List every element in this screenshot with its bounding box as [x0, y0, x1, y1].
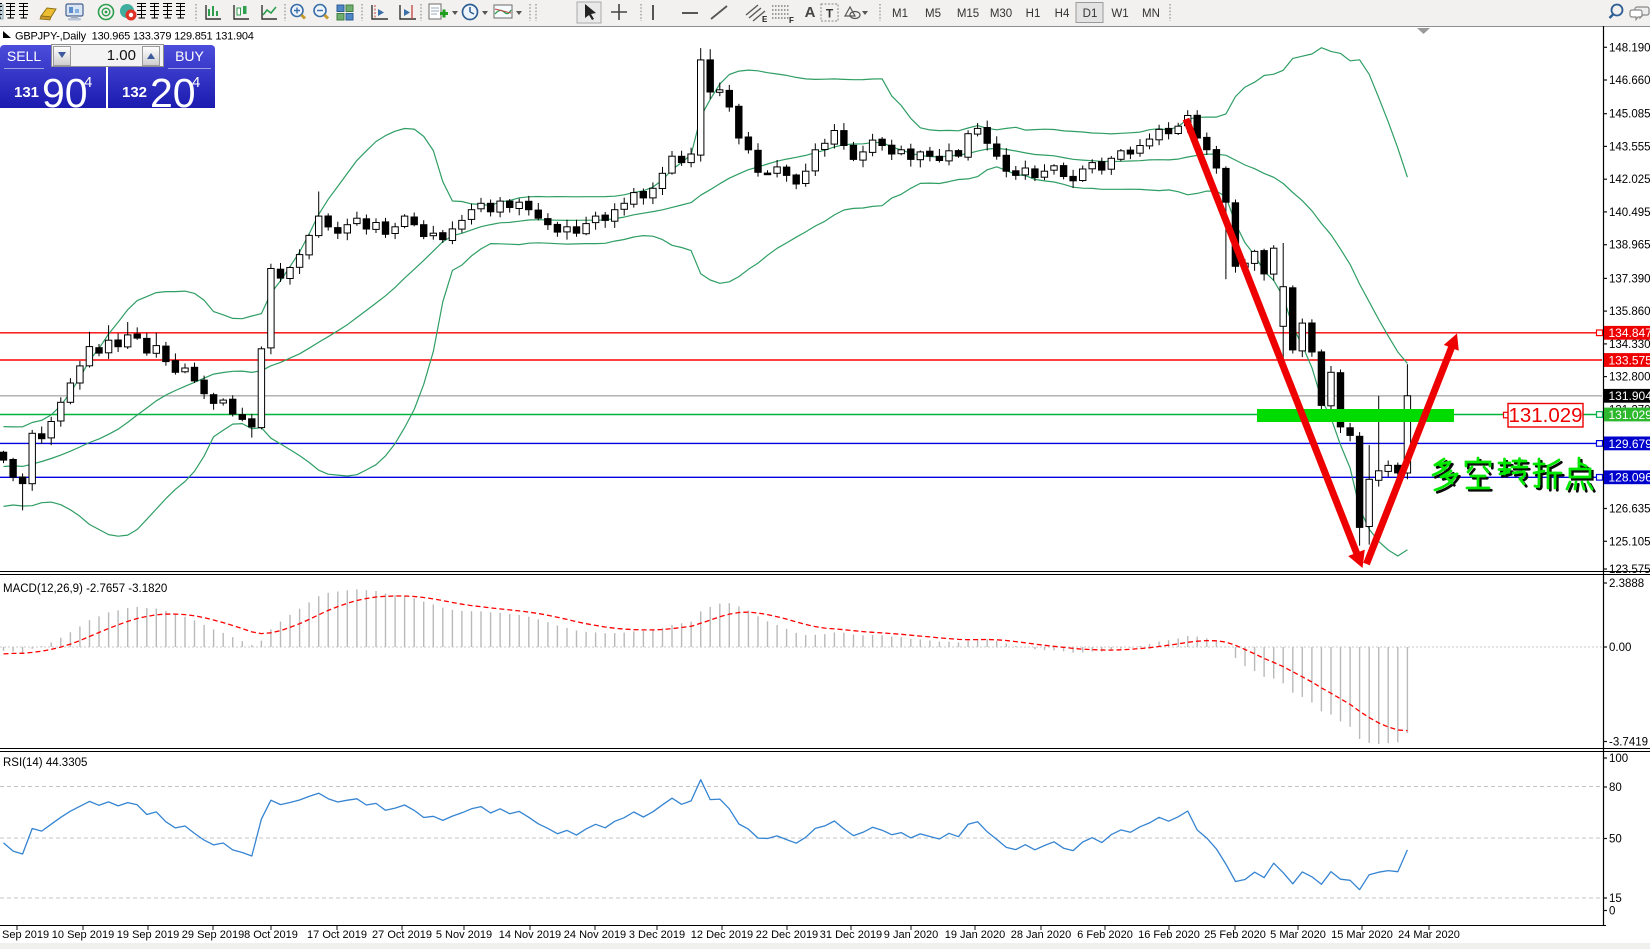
svg-text:24 Mar 2020: 24 Mar 2020 — [1398, 929, 1460, 941]
svg-text:143.555: 143.555 — [1609, 141, 1650, 153]
svg-text:125.105: 125.105 — [1609, 536, 1650, 548]
svg-text:27 Oct 2019: 27 Oct 2019 — [372, 929, 432, 941]
svg-text:17 Oct 2019: 17 Oct 2019 — [307, 929, 367, 941]
svg-text:-3.7419: -3.7419 — [1609, 737, 1648, 749]
svg-text:19 Jan 2020: 19 Jan 2020 — [945, 929, 1006, 941]
svg-text:135.860: 135.860 — [1609, 306, 1650, 318]
svg-text:M15: M15 — [957, 8, 979, 20]
svg-text:RSI(14) 44.3305: RSI(14) 44.3305 — [3, 757, 87, 769]
svg-text:16 Feb 2020: 16 Feb 2020 — [1138, 929, 1200, 941]
svg-text:25 Feb 2020: 25 Feb 2020 — [1204, 929, 1266, 941]
svg-text:Sep 2019: Sep 2019 — [2, 929, 49, 941]
svg-text:M30: M30 — [990, 8, 1012, 20]
svg-text:12 Dec 2019: 12 Dec 2019 — [691, 929, 753, 941]
svg-text:9 Jan 2020: 9 Jan 2020 — [884, 929, 938, 941]
svg-text:W1: W1 — [1111, 8, 1128, 20]
svg-text:126.635: 126.635 — [1609, 504, 1650, 516]
svg-text:132.800: 132.800 — [1609, 372, 1650, 384]
svg-text:24 Nov 2019: 24 Nov 2019 — [564, 929, 626, 941]
svg-text:15 Mar 2020: 15 Mar 2020 — [1331, 929, 1393, 941]
svg-text:5 Mar 2020: 5 Mar 2020 — [1270, 929, 1326, 941]
svg-text:29 Sep 2019: 29 Sep 2019 — [182, 929, 244, 941]
svg-text:50: 50 — [1609, 834, 1622, 846]
svg-text:131.029: 131.029 — [1508, 404, 1582, 427]
svg-text:80: 80 — [1609, 782, 1622, 794]
svg-text:10 Sep 2019: 10 Sep 2019 — [52, 929, 114, 941]
svg-text:140.495: 140.495 — [1609, 207, 1650, 219]
svg-text:A: A — [805, 4, 816, 21]
svg-text:H4: H4 — [1055, 8, 1070, 20]
svg-text:0.00: 0.00 — [1609, 642, 1631, 654]
svg-text:M5: M5 — [925, 8, 941, 20]
svg-text:137.390: 137.390 — [1609, 273, 1650, 285]
svg-text:E: E — [762, 15, 768, 24]
svg-text:131.029: 131.029 — [1609, 408, 1650, 422]
svg-text:D1: D1 — [1083, 8, 1098, 20]
svg-text:22 Dec 2019: 22 Dec 2019 — [756, 929, 818, 941]
svg-text:19 Sep 2019: 19 Sep 2019 — [117, 929, 179, 941]
svg-text:3 Dec 2019: 3 Dec 2019 — [629, 929, 685, 941]
svg-text:14 Nov 2019: 14 Nov 2019 — [499, 929, 561, 941]
svg-text:131.904: 131.904 — [1609, 389, 1650, 403]
svg-text:T: T — [826, 7, 834, 21]
svg-text:MN: MN — [1142, 8, 1160, 20]
svg-text:100: 100 — [1609, 753, 1628, 765]
svg-text:123.575: 123.575 — [1609, 564, 1650, 576]
svg-text:133.575: 133.575 — [1609, 353, 1650, 367]
svg-text:128.096: 128.096 — [1609, 471, 1650, 485]
svg-text:6 Feb 2020: 6 Feb 2020 — [1077, 929, 1133, 941]
svg-text:148.190: 148.190 — [1609, 42, 1650, 54]
svg-text:134.847: 134.847 — [1609, 326, 1650, 340]
svg-text:0: 0 — [1609, 906, 1615, 918]
svg-text:MACD(12,26,9) -2.7657 -3.1820: MACD(12,26,9) -2.7657 -3.1820 — [3, 583, 167, 595]
svg-text:138.965: 138.965 — [1609, 240, 1650, 252]
svg-text:31 Dec 2019: 31 Dec 2019 — [820, 929, 882, 941]
svg-text:129.679: 129.679 — [1609, 437, 1650, 451]
svg-text:GBPJPY-,Daily 130.965 133.379: GBPJPY-,Daily 130.965 133.379 129.851 13… — [15, 31, 254, 43]
svg-text:134.330: 134.330 — [1609, 339, 1650, 351]
svg-text:H1: H1 — [1026, 8, 1041, 20]
svg-text:5 Nov 2019: 5 Nov 2019 — [436, 929, 492, 941]
svg-text:145.085: 145.085 — [1609, 109, 1650, 121]
svg-text:15: 15 — [1609, 893, 1622, 905]
svg-text:2.3888: 2.3888 — [1609, 578, 1644, 590]
svg-text:M1: M1 — [892, 8, 908, 20]
svg-text:F: F — [789, 16, 794, 25]
svg-text:142.025: 142.025 — [1609, 174, 1650, 186]
svg-text:28 Jan 2020: 28 Jan 2020 — [1011, 929, 1072, 941]
svg-text:8 Oct 2019: 8 Oct 2019 — [244, 929, 298, 941]
svg-text:146.660: 146.660 — [1609, 75, 1650, 87]
